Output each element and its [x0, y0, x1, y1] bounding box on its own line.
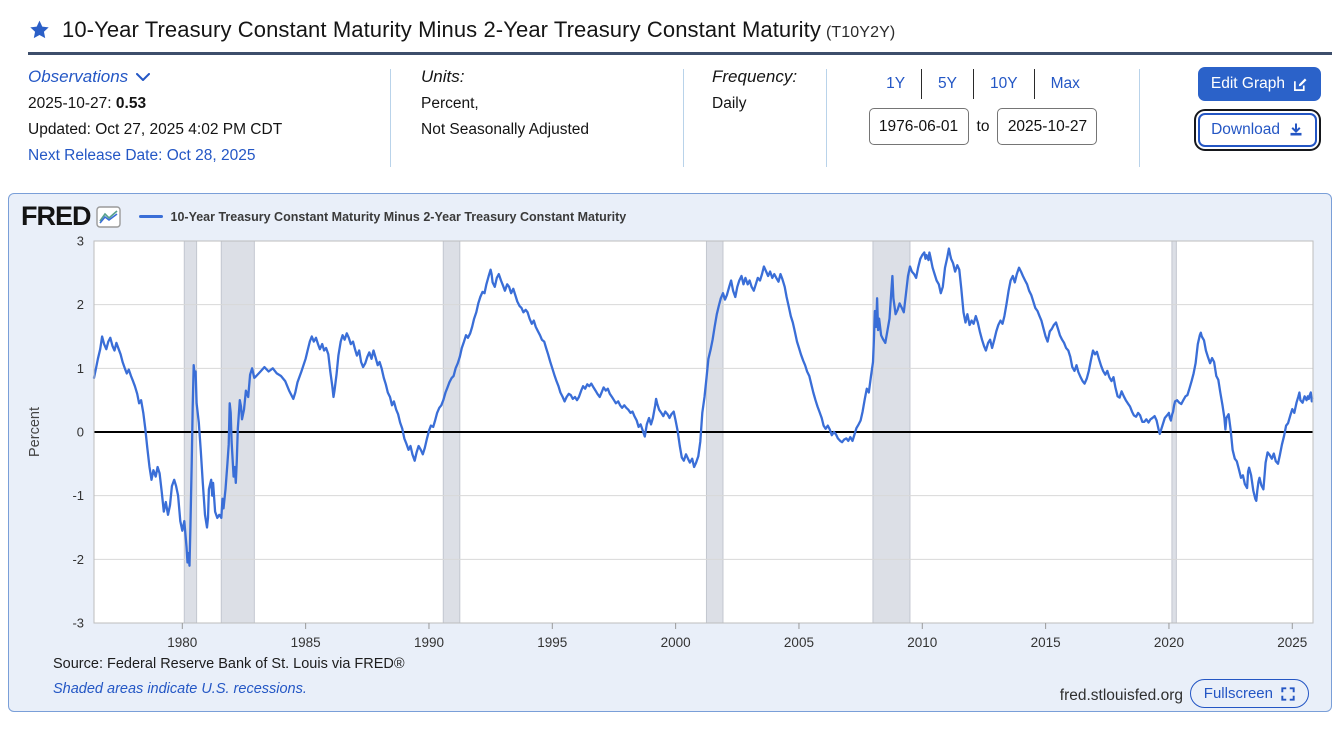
edit-graph-button[interactable]: Edit Graph: [1197, 67, 1321, 101]
fullscreen-icon: [1281, 686, 1295, 701]
x-tick-label: 1995: [537, 635, 567, 650]
x-tick-label: 2025: [1277, 635, 1307, 650]
observations-dropdown[interactable]: Observations: [28, 67, 390, 87]
preset-separator: [1033, 69, 1035, 99]
plot-border: [93, 240, 1314, 624]
page-header: 10-Year Treasury Constant Maturity Minus…: [0, 0, 1341, 52]
series-id: (T10Y2Y): [826, 24, 896, 41]
range-preset-10y[interactable]: 10Y: [990, 75, 1018, 92]
y-tick-label: 0: [77, 425, 84, 440]
spread-chart: 3 2 1 0 -1 -2 -3 1980 1985 1990 1995 2000 2005 2010 20…: [9, 230, 1333, 655]
fullscreen-button[interactable]: Fullscreen: [1189, 679, 1309, 708]
observations-section: Observations 2025-10-27: 0.53 Updated: O…: [28, 67, 390, 171]
frequency-label: Frequency:: [712, 67, 798, 86]
edit-icon: [1294, 78, 1307, 91]
range-preset-1y[interactable]: 1Y: [886, 75, 906, 92]
y-tick-label: 3: [77, 234, 84, 249]
title-divider: [28, 52, 1332, 55]
preset-separator: [921, 69, 923, 99]
date-range-section: 1Y 5Y 10Y Max to: [827, 67, 1139, 171]
y-tick-label: -2: [72, 552, 84, 567]
range-preset-5y[interactable]: 5Y: [938, 75, 958, 92]
graph-panel: FRED 10-Year Treasury Constant Maturity …: [8, 193, 1332, 712]
y-axis-label: Percent: [27, 407, 43, 457]
preset-separator: [973, 69, 975, 99]
frequency-value: Daily: [712, 95, 747, 112]
source-line: Source: Federal Reserve Bank of St. Loui…: [53, 656, 405, 672]
x-tick-label: 1985: [291, 635, 321, 650]
star-icon[interactable]: [28, 19, 51, 41]
legend-label: 10-Year Treasury Constant Maturity Minus…: [170, 209, 627, 224]
site-link: fred.stlouisfed.org: [1059, 687, 1183, 704]
range-presets: 1Y 5Y 10Y Max: [870, 68, 1096, 100]
latest-observation-value: 0.53: [115, 95, 147, 112]
recession-note[interactable]: Shaded areas indicate U.S. recessions.: [53, 681, 307, 697]
latest-observation-date: 2025-10-27:: [28, 95, 112, 112]
meta-divider: [826, 69, 827, 167]
start-date-input[interactable]: [868, 108, 969, 145]
units-section: Units: Percent, Not Seasonally Adjusted: [391, 67, 683, 171]
x-tick-label: 2015: [1031, 635, 1061, 650]
to-label: to: [976, 117, 990, 135]
chart-canvas: 3 2 1 0 -1 -2 -3 1980 1985 1990 1995 2000 2005 2010 20…: [27, 234, 1314, 650]
edit-graph-label: Edit Graph: [1210, 75, 1285, 92]
x-tick-label: 1990: [414, 635, 444, 650]
x-tick-label: 2010: [907, 635, 937, 650]
units-value-line2: Not Seasonally Adjusted: [421, 121, 590, 138]
line-chart-icon: [95, 205, 121, 228]
x-tick-label: 1980: [167, 635, 197, 650]
observations-label: Observations: [28, 67, 129, 86]
meta-divider: [390, 69, 391, 167]
x-tick-label: 2005: [784, 635, 814, 650]
series-line: [92, 247, 1314, 567]
download-button[interactable]: Download: [1198, 113, 1317, 147]
actions-section: Edit Graph Download: [1140, 67, 1333, 171]
units-value-line1: Percent,: [421, 95, 479, 112]
date-range-inputs: to: [868, 108, 1098, 145]
updated-timestamp: Updated: Oct 27, 2025 4:02 PM CDT: [28, 121, 283, 138]
series-meta-bar: Observations 2025-10-27: 0.53 Updated: O…: [0, 55, 1341, 171]
graph-header: FRED 10-Year Treasury Constant Maturity …: [21, 201, 626, 232]
y-tick-label: 1: [77, 361, 84, 376]
fred-logo: FRED: [21, 201, 91, 231]
download-label: Download: [1211, 121, 1280, 138]
page-title: 10-Year Treasury Constant Maturity Minus…: [62, 17, 896, 42]
meta-divider: [1139, 69, 1140, 167]
fullscreen-label: Fullscreen: [1203, 685, 1273, 702]
download-icon: [1290, 123, 1302, 136]
meta-divider: [683, 69, 684, 167]
legend-line-swatch: [138, 215, 163, 218]
frequency-section: Frequency: Daily: [684, 67, 826, 171]
units-label: Units:: [421, 67, 465, 86]
y-tick-label: 2: [77, 297, 84, 312]
chevron-down-icon: [136, 72, 151, 81]
range-preset-max[interactable]: Max: [1050, 75, 1080, 92]
end-date-input[interactable]: [997, 108, 1098, 145]
latest-observation: 2025-10-27: 0.53: [28, 95, 390, 113]
y-tick-label: -1: [72, 488, 84, 503]
x-tick-label: 2000: [661, 635, 691, 650]
y-tick-label: -3: [72, 616, 84, 631]
x-tick-label: 2020: [1154, 635, 1184, 650]
next-release-link[interactable]: Next Release Date: Oct 28, 2025: [28, 147, 256, 164]
